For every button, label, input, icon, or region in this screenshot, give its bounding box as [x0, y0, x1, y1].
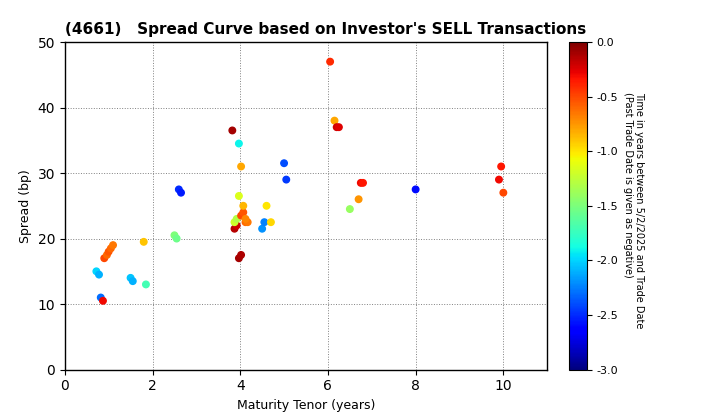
Text: Time in years between 5/2/2025 and Trade Date
(Past Trade Date is given as negat: Time in years between 5/2/2025 and Trade…	[623, 92, 644, 328]
Point	[231, 215, 243, 222]
Point	[240, 215, 251, 222]
Point	[493, 176, 505, 183]
Point	[171, 235, 182, 242]
Point	[242, 219, 253, 226]
Point	[258, 219, 270, 226]
Point	[233, 255, 245, 262]
Point	[101, 252, 112, 258]
X-axis label: Maturity Tenor (years): Maturity Tenor (years)	[237, 399, 375, 412]
Point	[235, 163, 247, 170]
Point	[261, 202, 272, 209]
Point	[265, 219, 276, 226]
Point	[94, 271, 105, 278]
Point	[138, 239, 150, 245]
Point	[95, 294, 107, 301]
Point	[281, 176, 292, 183]
Point	[127, 278, 138, 284]
Point	[495, 163, 507, 170]
Point	[240, 219, 251, 226]
Point	[333, 124, 345, 131]
Point	[233, 193, 245, 199]
Point	[140, 281, 152, 288]
Point	[105, 245, 117, 252]
Point	[235, 212, 247, 219]
Point	[353, 196, 364, 202]
Point	[324, 58, 336, 65]
Point	[238, 209, 249, 216]
Point	[229, 219, 240, 226]
Point	[233, 140, 245, 147]
Point	[175, 189, 186, 196]
Point	[99, 255, 110, 262]
Point	[97, 297, 109, 304]
Point	[231, 222, 243, 229]
Point	[498, 189, 509, 196]
Point	[410, 186, 421, 193]
Point	[238, 202, 249, 209]
Point	[344, 206, 356, 213]
Point	[235, 252, 247, 258]
Point	[227, 127, 238, 134]
Point	[256, 226, 268, 232]
Point	[125, 275, 136, 281]
Point	[279, 160, 290, 167]
Point	[355, 179, 366, 186]
Point	[107, 242, 119, 249]
Point	[229, 226, 240, 232]
Point	[168, 232, 180, 239]
Point	[331, 124, 343, 131]
Y-axis label: Spread (bp): Spread (bp)	[19, 169, 32, 243]
Point	[91, 268, 102, 275]
Point	[357, 179, 369, 186]
Point	[329, 117, 341, 124]
Text: (4661)   Spread Curve based on Investor's SELL Transactions: (4661) Spread Curve based on Investor's …	[65, 22, 586, 37]
Point	[173, 186, 184, 193]
Point	[103, 248, 114, 255]
